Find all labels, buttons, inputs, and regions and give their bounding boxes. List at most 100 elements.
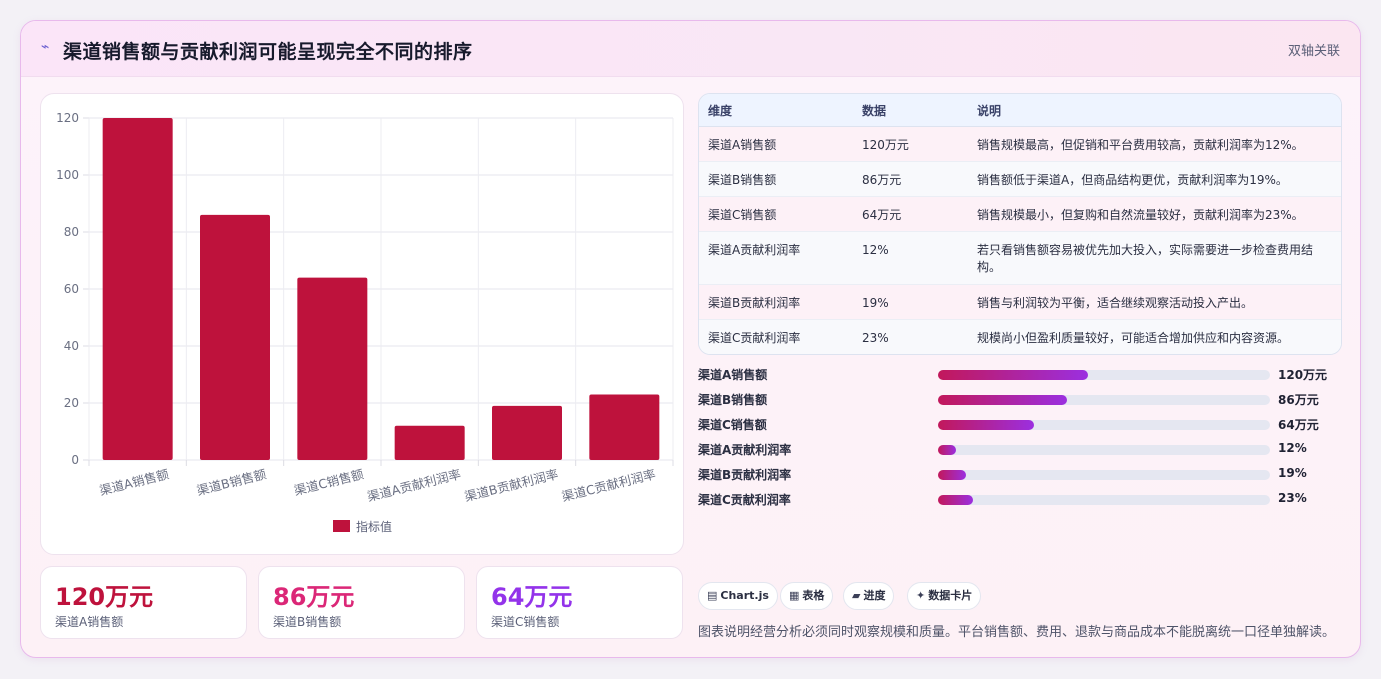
- progress-track: [938, 420, 1270, 430]
- x-tick-label: 渠道A贡献利润率: [366, 466, 463, 504]
- table-header-cell: 数据: [862, 104, 887, 118]
- progress-row: 渠道A贡献利润率 12%: [698, 439, 1342, 459]
- table-row: 渠道A贡献利润率 12% 若只看销售额容易被优先加大投入，实际需要进一步检查费用…: [699, 232, 1341, 285]
- table-cell-dimension: 渠道C贡献利润率: [708, 331, 801, 345]
- bar: [297, 277, 368, 460]
- bar-chart-panel: 0 20 40 60 80 100 120 渠道A销售额 渠道B销售额 渠道C销售额 渠道A贡献利润…: [40, 93, 684, 555]
- stat-value: 64万元: [491, 583, 573, 611]
- stat-label: 渠道B销售额: [273, 615, 342, 629]
- card-header: ⌁ 渠道销售额与贡献利润可能呈现完全不同的排序 双轴关联: [21, 21, 1360, 77]
- table-row: 渠道A销售额 120万元 销售规模最高，但促销和平台费用较高，贡献利润率为12%…: [699, 127, 1341, 162]
- progress-fill: [938, 370, 1089, 380]
- progress-fill: [938, 445, 956, 455]
- bar: [589, 394, 660, 460]
- progress-track: [938, 470, 1270, 480]
- tag-label: Chart.js: [720, 589, 769, 602]
- progress-value: 86万元: [1278, 393, 1319, 407]
- table-header-cell: 说明: [977, 104, 1002, 118]
- table-row: 渠道C销售额 64万元 销售规模最小，但复购和自然流量较好，贡献利润率为23%。: [699, 197, 1341, 232]
- bar: [102, 118, 173, 460]
- progress-track: [938, 445, 1270, 455]
- bar: [394, 425, 465, 460]
- stat-value: 86万元: [273, 583, 355, 611]
- x-tick-label: 渠道A销售额: [98, 466, 171, 498]
- stat-label: 渠道A销售额: [55, 615, 124, 629]
- tag-data-card[interactable]: ✦ 数据卡片: [907, 582, 982, 610]
- table-row: 渠道B贡献利润率 19% 销售与利润较为平衡，适合继续观察活动投入产出。: [699, 285, 1341, 320]
- table-cell-dimension: 渠道A贡献利润率: [708, 243, 801, 257]
- progress-row: 渠道A销售额 120万元: [698, 364, 1342, 384]
- progress-value: 120万元: [1278, 368, 1328, 382]
- bar: [200, 214, 270, 460]
- y-tick-label: 60: [64, 282, 79, 296]
- table-cell-description: 销售规模最小，但复购和自然流量较好，贡献利润率为23%。: [977, 208, 1304, 222]
- x-tick-label: 渠道B销售额: [195, 466, 268, 498]
- progress-label: 渠道C贡献利润率: [698, 493, 791, 507]
- stat-value: 120万元: [55, 583, 154, 611]
- y-tick-label: 40: [64, 339, 79, 353]
- sparkline-icon: ⌁: [41, 39, 50, 55]
- table-cell-dimension: 渠道B贡献利润率: [708, 296, 801, 310]
- table-row: 渠道B销售额 86万元 销售额低于渠道A，但商品结构更优，贡献利润率为19%。: [699, 162, 1341, 197]
- x-tick-label: 渠道C贡献利润率: [560, 466, 657, 504]
- progress-row: 渠道C销售额 64万元: [698, 414, 1342, 434]
- table-header-row: 维度 数据 说明: [699, 94, 1341, 127]
- table-cell-value: 19%: [862, 296, 889, 310]
- table-cell-value: 64万元: [862, 208, 902, 222]
- progress-label: 渠道A销售额: [698, 368, 768, 382]
- table-cell-value: 120万元: [862, 138, 909, 152]
- dashboard-card: ⌁ 渠道销售额与贡献利润可能呈现完全不同的排序 双轴关联 0 20 40 60 80 10…: [20, 20, 1361, 658]
- chart-icon: ▤: [707, 589, 718, 602]
- progress-value: 12%: [1278, 441, 1307, 455]
- progress-value: 64万元: [1278, 418, 1319, 432]
- tag-progress[interactable]: ▰ 进度: [843, 582, 895, 610]
- progress-label: 渠道C销售额: [698, 418, 767, 432]
- y-tick-label: 120: [56, 111, 79, 125]
- progress-row: 渠道B贡献利润率 19%: [698, 464, 1342, 484]
- stat-card-channel-a: 120万元 渠道A销售额: [40, 566, 247, 639]
- progress-label: 渠道B贡献利润率: [698, 468, 792, 482]
- table-cell-value: 12%: [862, 243, 889, 257]
- progress-fill: [938, 420, 1034, 430]
- stat-label: 渠道C销售额: [491, 615, 560, 629]
- progress-track: [938, 395, 1270, 405]
- table-cell-dimension: 渠道B销售额: [708, 173, 777, 187]
- y-tick-label: 20: [64, 396, 79, 410]
- table-cell-description: 销售与利润较为平衡，适合继续观察活动投入产出。: [977, 296, 1254, 310]
- chart-footnote: 图表说明经营分析必须同时观察规模和质量。平台销售额、费用、退款与商品成本不能脱离…: [698, 625, 1336, 640]
- tag-label: 进度: [863, 589, 886, 602]
- table-cell-description: 规模尚小但盈利质量较好，可能适合增加供应和内容资源。: [977, 331, 1290, 345]
- x-tick-label: 渠道B贡献利润率: [463, 466, 560, 504]
- x-tick-label: 渠道C销售额: [292, 466, 365, 498]
- progress-row: 渠道C贡献利润率 23%: [698, 489, 1342, 509]
- progress-label: 渠道A贡献利润率: [698, 443, 792, 457]
- table-header-cell: 维度: [708, 104, 733, 118]
- progress-label: 渠道B销售额: [698, 393, 768, 407]
- progress-fill: [938, 395, 1067, 405]
- y-tick-label: 0: [71, 453, 79, 467]
- table-cell-dimension: 渠道A销售额: [708, 138, 777, 152]
- progress-fill: [938, 495, 973, 505]
- progress-value: 23%: [1278, 491, 1307, 505]
- legend-label: 指标值: [356, 519, 392, 534]
- tag-label: 表格: [802, 589, 825, 602]
- progress-track: [938, 370, 1270, 380]
- stat-card-channel-b: 86万元 渠道B销售额: [258, 566, 465, 639]
- sparkle-icon: ✦: [916, 589, 926, 602]
- header-badge: 双轴关联: [1287, 44, 1340, 59]
- page-title: 渠道销售额与贡献利润可能呈现完全不同的排序: [63, 41, 473, 63]
- progress-value: 19%: [1278, 466, 1307, 480]
- data-table: 维度 数据 说明 渠道A销售额 120万元 销售规模最高，但促销和平台费用较高，…: [698, 93, 1342, 355]
- bar-chart: 0 20 40 60 80 100 120 渠道A销售额 渠道B销售额 渠道C销售额 渠道A贡献利润…: [56, 111, 674, 534]
- tag-table[interactable]: ▦ 表格: [780, 582, 834, 610]
- tag-chartjs[interactable]: ▤ Chart.js: [698, 582, 778, 610]
- stat-card-channel-c: 64万元 渠道C销售额: [476, 566, 683, 639]
- progress-row: 渠道B销售额 86万元: [698, 389, 1342, 409]
- table-row: 渠道C贡献利润率 23% 规模尚小但盈利质量较好，可能适合增加供应和内容资源。: [699, 320, 1341, 354]
- table-cell-description: 若只看销售额容易被优先加大投入，实际需要进一步检查费用结构。: [977, 243, 1314, 274]
- table-cell-description: 销售额低于渠道A，但商品结构更优，贡献利润率为19%。: [977, 173, 1288, 187]
- legend-swatch: [333, 520, 350, 532]
- progress-track: [938, 495, 1270, 505]
- table-cell-value: 86万元: [862, 173, 902, 187]
- progress-fill: [938, 470, 966, 480]
